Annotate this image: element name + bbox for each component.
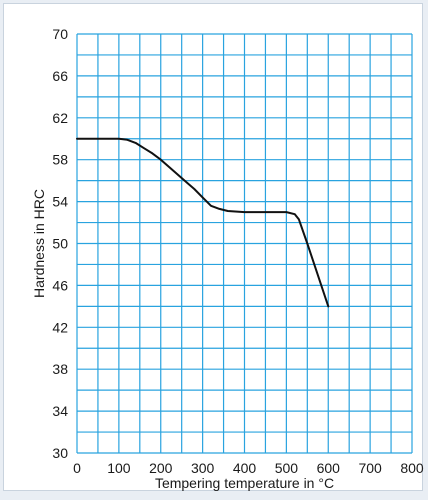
y-tick-label: 54 <box>52 194 68 210</box>
tick-labels: 0 100 200 300 400 500 600 700 800 30 34 38 42 46 50 54 5… <box>52 26 423 476</box>
y-axis-label: Hardness in HRC <box>31 189 47 298</box>
x-tick-label: 500 <box>275 460 299 476</box>
y-tick-label: 62 <box>52 110 68 126</box>
y-tick-label: 70 <box>52 26 68 42</box>
y-tick-label: 46 <box>52 277 68 293</box>
x-tick-label: 100 <box>107 460 131 476</box>
chart-panel: 0 100 200 300 400 500 600 700 800 30 34 38 42 46 50 54 5… <box>3 3 424 491</box>
hardness-curve <box>76 137 330 308</box>
y-tick-label: 58 <box>52 152 68 168</box>
x-tick-label: 200 <box>149 460 173 476</box>
x-axis-label: Tempering temperature in °C <box>155 475 334 491</box>
x-tick-label: 800 <box>400 460 424 476</box>
grid <box>76 33 413 454</box>
x-tick-label: 400 <box>233 460 257 476</box>
y-tick-label: 66 <box>52 68 68 84</box>
x-tick-label: 0 <box>73 460 81 476</box>
x-tick-label: 300 <box>191 460 215 476</box>
y-tick-label: 34 <box>52 403 68 419</box>
y-tick-label: 50 <box>52 236 68 252</box>
x-tick-label: 700 <box>358 460 382 476</box>
y-tick-label: 42 <box>52 319 68 335</box>
y-tick-label: 30 <box>52 445 68 461</box>
series <box>76 137 330 308</box>
x-tick-label: 600 <box>317 460 341 476</box>
hardness-chart: 0 100 200 300 400 500 600 700 800 30 34 38 42 46 50 54 5… <box>31 26 424 491</box>
y-tick-label: 38 <box>52 361 68 377</box>
